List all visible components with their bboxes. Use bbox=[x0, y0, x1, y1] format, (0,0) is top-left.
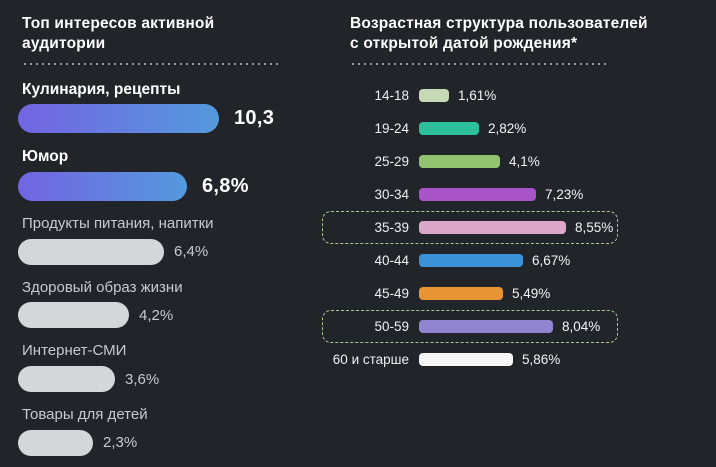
interest-value: 2,3% bbox=[103, 434, 138, 452]
age-value: 2,82% bbox=[488, 121, 527, 137]
age-bar bbox=[419, 254, 523, 268]
interest-bar-row: 6,4% bbox=[18, 238, 327, 265]
age-bar bbox=[419, 89, 449, 103]
interest-label: Юмор bbox=[22, 148, 69, 166]
age-row: 35-39 8,55% bbox=[322, 211, 618, 245]
interest-bar bbox=[18, 302, 129, 329]
interest-label: Здоровый образ жизни bbox=[22, 278, 183, 296]
interest-item: Товары для детей 2,3% bbox=[18, 406, 327, 456]
age-label: 25-29 bbox=[374, 154, 409, 170]
age-row: 19-24 2,82% bbox=[322, 112, 618, 145]
interest-label: Продукты питания, напитки bbox=[22, 214, 214, 232]
age-value: 6,67% bbox=[532, 253, 571, 269]
age-bar bbox=[419, 320, 553, 334]
interest-value: 10,3 bbox=[234, 107, 275, 130]
age-structure-chart-title: Возрастная структура пользователей с отк… bbox=[350, 14, 660, 53]
interest-item: Юмор 6,8% bbox=[18, 147, 327, 201]
age-row: 40-44 6,67% bbox=[322, 244, 618, 277]
age-structure-chart-title-line-2: с открытой датой рождения* bbox=[350, 34, 578, 52]
interest-bar-row: 6,8% bbox=[18, 171, 327, 201]
age-label: 14-18 bbox=[374, 88, 409, 104]
age-label: 35-39 bbox=[374, 220, 409, 236]
age-structure-dotted-divider bbox=[350, 63, 610, 66]
age-label: 30-34 bbox=[374, 187, 409, 203]
interest-bar bbox=[18, 429, 93, 456]
age-label: 50-59 bbox=[374, 319, 409, 335]
age-value: 5,86% bbox=[522, 352, 561, 368]
interest-bar bbox=[18, 104, 219, 134]
interest-value: 6,8% bbox=[202, 174, 249, 197]
interest-value: 4,2% bbox=[139, 306, 174, 324]
interests-chart-title-line-2: аудитории bbox=[22, 34, 106, 52]
interest-bar bbox=[18, 366, 115, 393]
age-bar bbox=[419, 188, 536, 202]
age-value: 7,23% bbox=[545, 187, 584, 203]
interest-value: 3,6% bbox=[125, 370, 160, 388]
age-bar bbox=[419, 287, 503, 301]
age-value: 4,1% bbox=[509, 154, 540, 170]
age-row: 30-34 7,23% bbox=[322, 178, 618, 211]
age-value: 1,61% bbox=[458, 88, 497, 104]
age-row: 25-29 4,1% bbox=[322, 145, 618, 178]
age-bar bbox=[419, 221, 566, 235]
interest-bar-row: 3,6% bbox=[18, 366, 327, 393]
interests-chart-title: Топ интересов активной аудитории bbox=[22, 14, 327, 53]
interest-label: Кулинария, рецепты bbox=[22, 81, 181, 99]
age-bar bbox=[419, 353, 513, 367]
interests-chart-panel: Топ интересов активной аудитории Кулинар… bbox=[18, 14, 327, 467]
interest-item: Кулинария, рецепты 10,3 bbox=[18, 80, 327, 134]
age-value: 8,04% bbox=[562, 319, 601, 335]
age-row: 60 и старше 5,86% bbox=[322, 343, 618, 376]
interest-label: Товары для детей bbox=[22, 406, 148, 424]
age-structure-chart-title-line-1: Возрастная структура пользователей bbox=[350, 15, 648, 32]
age-bar bbox=[419, 155, 500, 169]
age-structure-chart-panel: Возрастная структура пользователей с отк… bbox=[322, 14, 660, 376]
age-label: 40-44 bbox=[374, 253, 409, 269]
age-label: 60 и старше bbox=[332, 352, 409, 368]
age-value: 8,55% bbox=[575, 220, 614, 236]
interest-item: Здоровый образ жизни 4,2% bbox=[18, 278, 327, 329]
age-row: 50-59 8,04% bbox=[322, 310, 618, 344]
age-value: 5,49% bbox=[512, 286, 551, 302]
interests-dotted-divider bbox=[22, 63, 282, 66]
age-label: 45-49 bbox=[374, 286, 409, 302]
age-row: 14-18 1,61% bbox=[322, 79, 618, 112]
interest-item: Продукты питания, напитки 6,4% bbox=[18, 214, 327, 265]
interest-bar bbox=[18, 171, 187, 201]
interests-chart-title-line-1: Топ интересов активной bbox=[22, 15, 215, 32]
age-bar bbox=[419, 122, 479, 136]
interest-bar-row: 2,3% bbox=[18, 429, 327, 456]
interest-value: 6,4% bbox=[174, 243, 209, 261]
interest-bar bbox=[18, 238, 164, 265]
interest-bar-row: 4,2% bbox=[18, 302, 327, 329]
interest-bar-row: 10,3 bbox=[18, 104, 327, 134]
interest-item: Интернет-СМИ 3,6% bbox=[18, 342, 327, 393]
age-row: 45-49 5,49% bbox=[322, 277, 618, 310]
interest-label: Интернет-СМИ bbox=[22, 342, 127, 360]
age-label: 19-24 bbox=[374, 121, 409, 137]
age-rows: 14-18 1,61% 19-24 2,82% 25-29 4,1% 30-34 7,23% 3… bbox=[322, 79, 618, 376]
interests-items: Кулинария, рецепты 10,3 Юмор 6,8% Продукты п… bbox=[18, 80, 327, 456]
